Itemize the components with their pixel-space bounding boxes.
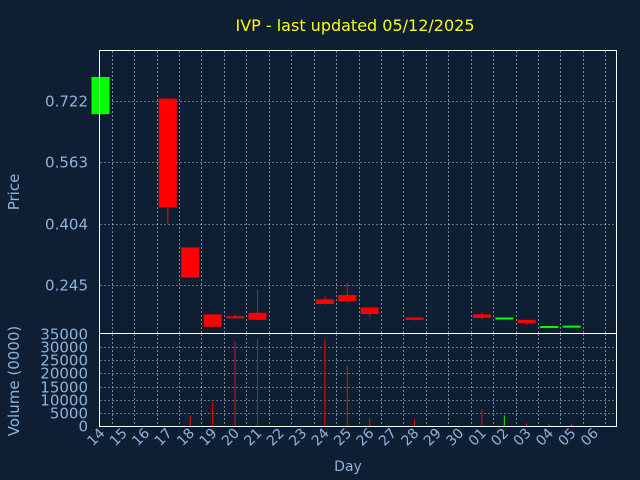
x-tick-label: 01 — [466, 426, 490, 450]
price-panel-frame — [99, 50, 617, 334]
volume-tick-label: 10000 — [40, 392, 88, 410]
x-tick-label: 02 — [488, 426, 512, 450]
candle-body — [360, 307, 379, 315]
x-tick-label: 05 — [556, 426, 580, 450]
x-tick-label: 22 — [264, 426, 288, 450]
volume-grid — [100, 334, 616, 426]
candle-body — [405, 317, 424, 320]
price-tick-labels: 0.722 0.563 0.404 0.245 — [45, 93, 88, 295]
volume-tick-label: 25000 — [40, 352, 88, 370]
candle-body — [226, 316, 245, 319]
x-tick-label: 30 — [443, 426, 467, 450]
x-tick-label: 24 — [309, 425, 333, 449]
x-tick-label: 28 — [398, 426, 422, 450]
volume-axis-label: Volume (0000) — [5, 326, 23, 436]
x-tick-label: 03 — [511, 426, 535, 450]
candle-body — [181, 247, 200, 278]
candle-body — [91, 76, 110, 115]
volume-tick-label: 30000 — [40, 339, 88, 357]
candle-body — [248, 312, 267, 320]
price-tick-label: 0.245 — [45, 277, 88, 295]
x-tick-label: 27 — [376, 426, 400, 450]
candle-body — [158, 98, 177, 208]
price-tick-label: 0.722 — [45, 93, 88, 111]
x-tick-label: 17 — [152, 426, 176, 450]
x-tick-label: 06 — [578, 425, 602, 449]
candle-body — [517, 319, 536, 324]
volume-tick-label: 20000 — [40, 365, 88, 383]
price-axis-label: Price — [5, 174, 23, 211]
volume-tick-label: 0 — [78, 418, 88, 436]
chart-title: IVP - last updated 05/12/2025 — [235, 16, 474, 35]
volume-tick-label: 5000 — [50, 405, 88, 423]
x-tick-label: 18 — [174, 426, 198, 450]
candle-body — [203, 314, 222, 327]
price-grid — [100, 51, 616, 333]
x-tick-label: 04 — [533, 425, 557, 449]
x-tick-label: 20 — [219, 426, 243, 450]
volume-tick-label: 35000 — [40, 326, 88, 344]
x-tick-labels: 1415161718192021222324252627282930010203… — [84, 425, 602, 449]
candles — [91, 76, 581, 329]
x-tick-label: 25 — [331, 426, 355, 450]
candle-body — [338, 295, 357, 302]
x-tick-label: 14 — [84, 425, 108, 449]
x-tick-label: 23 — [286, 426, 310, 450]
volume-panel-frame — [99, 333, 617, 427]
candle-body — [495, 317, 514, 320]
x-axis-label: Day — [334, 459, 362, 475]
x-tick-label: 16 — [129, 425, 153, 449]
candle-body — [562, 325, 581, 328]
volume-bars — [189, 339, 573, 426]
candle-body — [472, 314, 491, 318]
x-tick-label: 21 — [241, 426, 265, 450]
x-tick-label: 15 — [107, 426, 131, 450]
x-tick-label: 26 — [354, 425, 378, 449]
x-tick-label: 19 — [197, 426, 221, 450]
candle-body — [315, 299, 334, 304]
volume-tick-label: 15000 — [40, 379, 88, 397]
candle-body — [540, 326, 559, 329]
price-tick-label: 0.563 — [45, 154, 88, 172]
x-tick-label: 29 — [421, 426, 445, 450]
price-tick-label: 0.404 — [45, 216, 88, 234]
